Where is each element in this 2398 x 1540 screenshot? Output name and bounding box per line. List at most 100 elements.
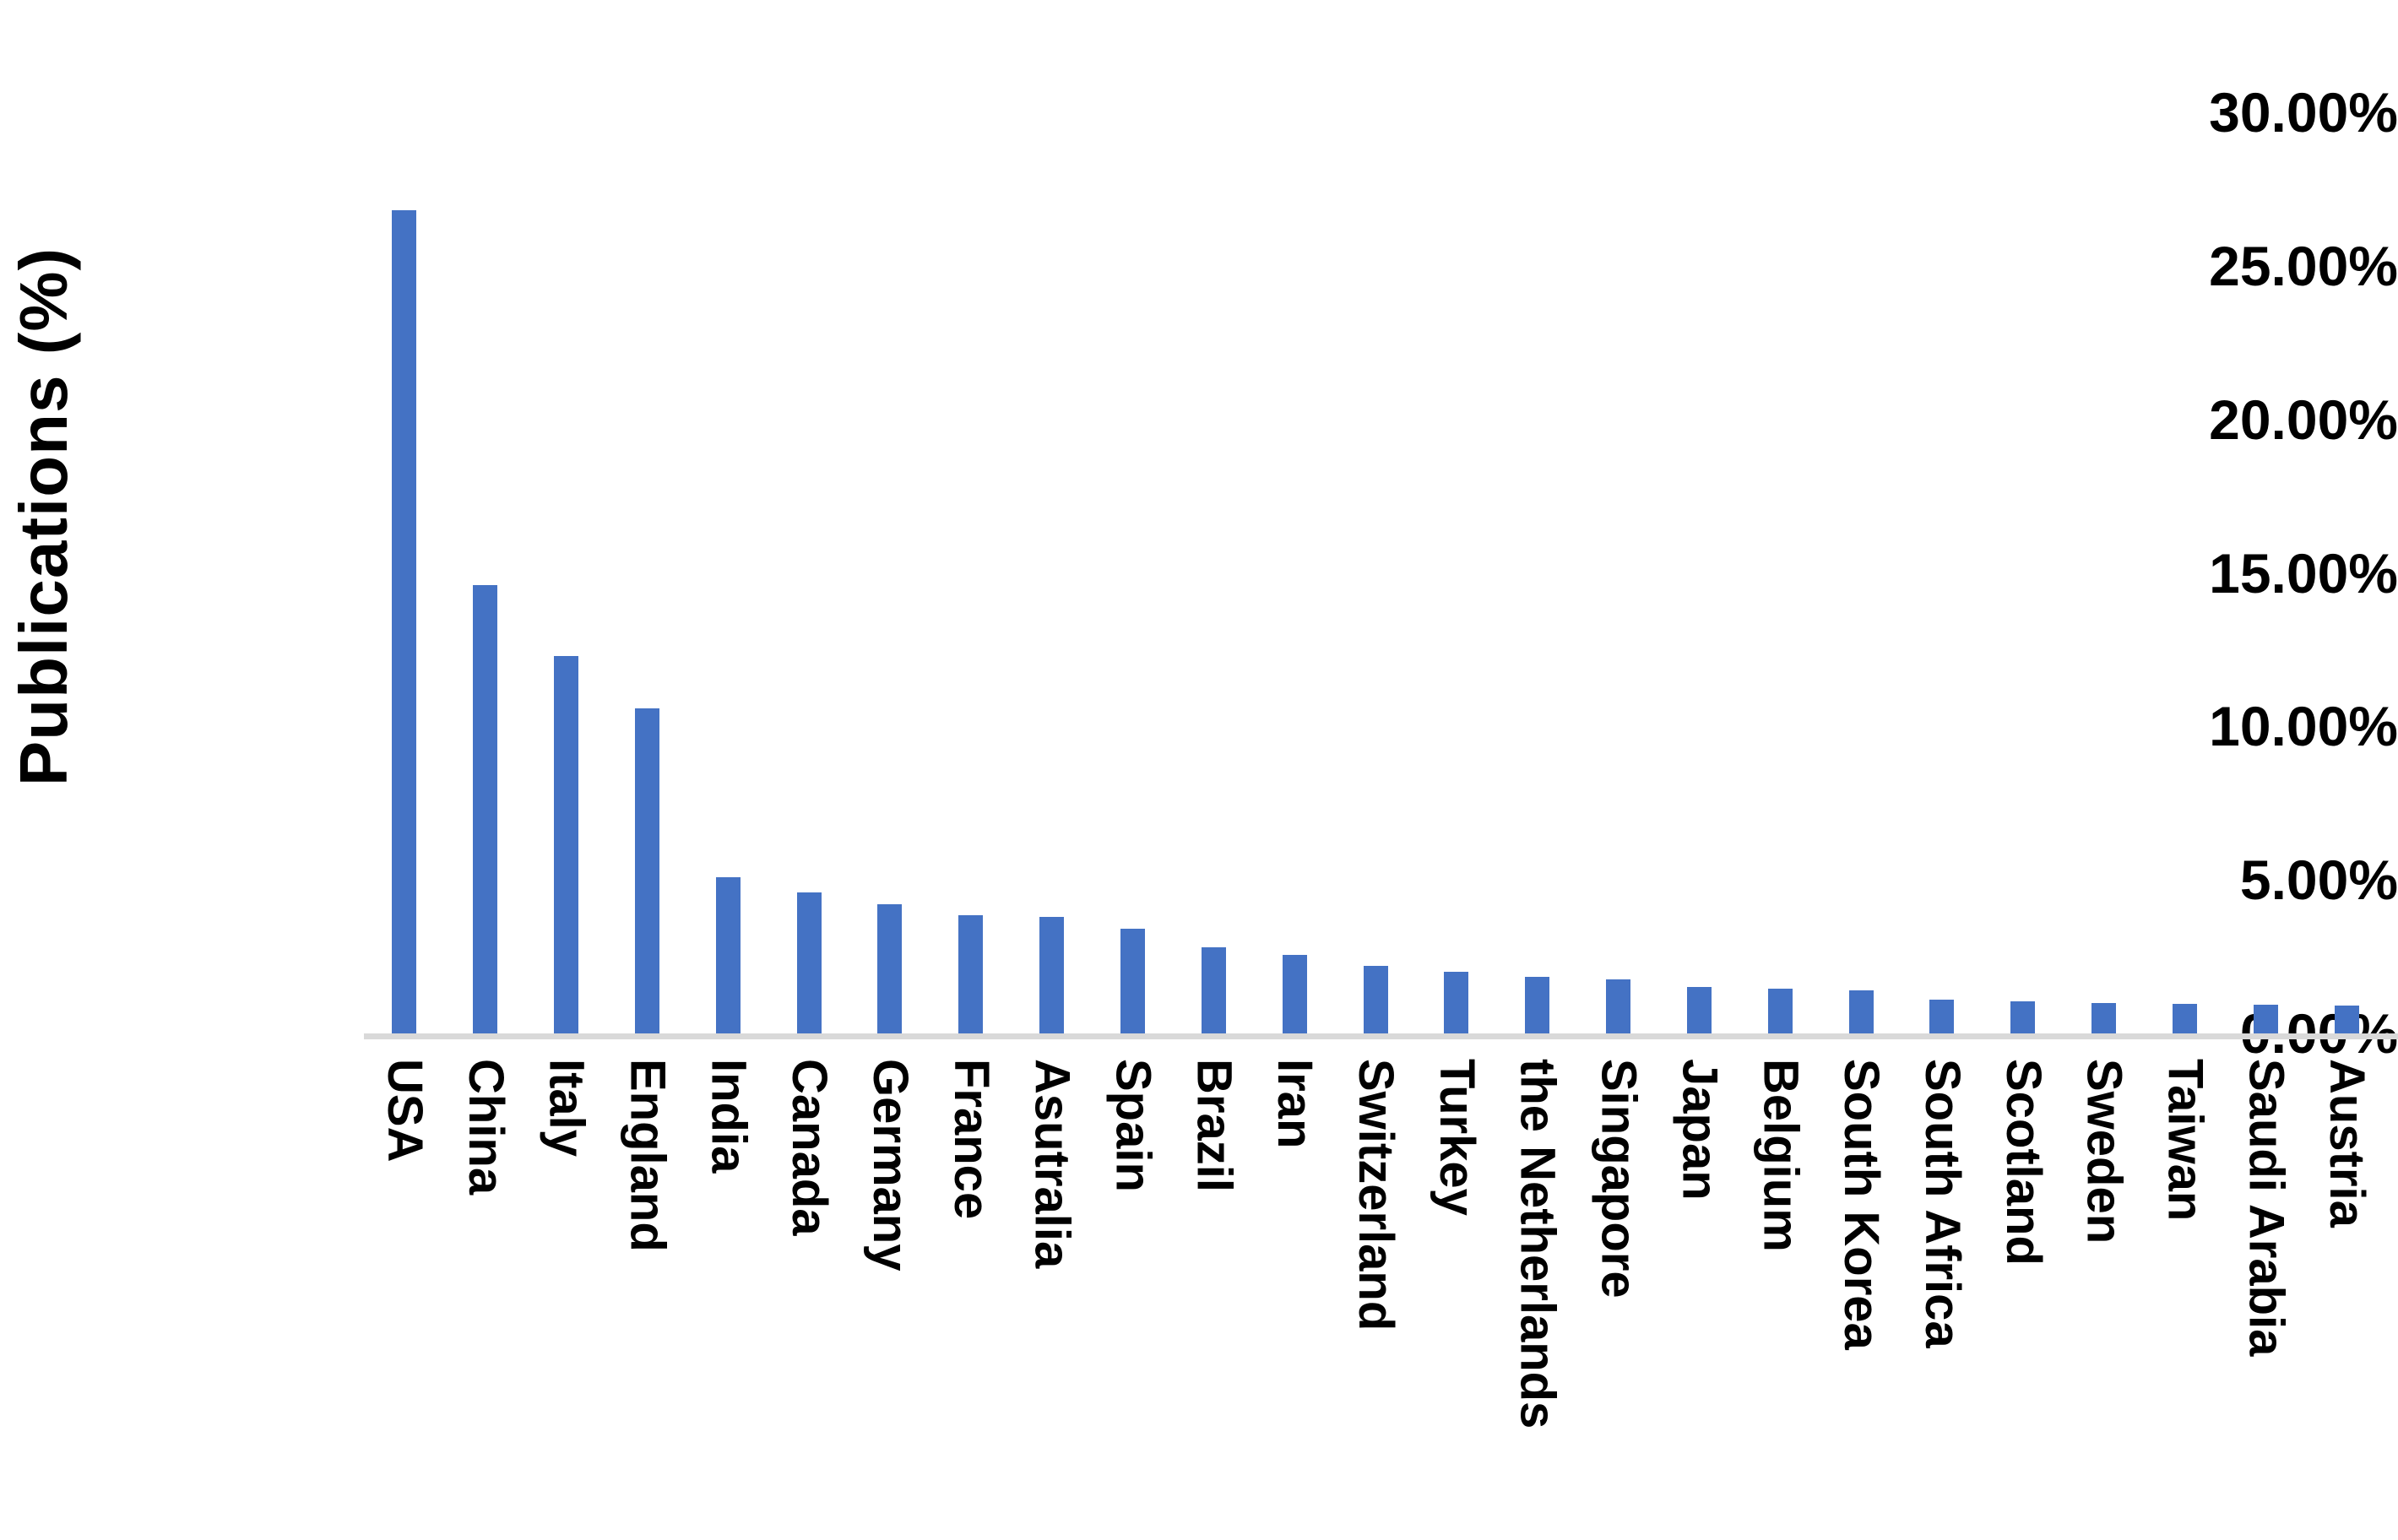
bar: [1201, 947, 1226, 1033]
x-category-label: France: [943, 1059, 999, 1220]
x-label-slot: Japan: [1659, 1047, 1740, 1540]
bar-slot: [1659, 112, 1740, 1033]
bar: [1848, 990, 1874, 1033]
bar: [796, 892, 822, 1033]
bar-slot: [1416, 112, 1497, 1033]
x-label-slot: Italy: [526, 1047, 607, 1540]
bar: [1363, 966, 1388, 1033]
x-axis-line: [364, 1033, 2398, 1039]
bar-slot: [1497, 112, 1578, 1033]
bar: [958, 915, 984, 1033]
x-label-slot: Iran: [1254, 1047, 1335, 1540]
x-label-slot: USA: [364, 1047, 445, 1540]
x-category-label: England: [620, 1059, 675, 1252]
bar-slot: [930, 112, 1012, 1033]
x-label-slot: France: [930, 1047, 1012, 1540]
bar-slot: [2064, 112, 2145, 1033]
bar: [1039, 916, 1065, 1033]
y-tick-label: 15.00%: [2209, 541, 2398, 605]
x-label-slot: Austria: [2306, 1047, 2387, 1540]
x-label-slot: Switzerland: [1335, 1047, 1416, 1540]
bar-slot: [1254, 112, 1335, 1033]
x-category-label: India: [701, 1059, 757, 1174]
bar: [392, 210, 417, 1033]
x-label-slot: England: [607, 1047, 688, 1540]
y-tick-label: 10.00%: [2209, 695, 2398, 758]
bar: [554, 655, 579, 1033]
y-tick-label: 30.00%: [2209, 81, 2398, 144]
x-category-label: USA: [377, 1059, 432, 1163]
bar: [1120, 929, 1146, 1033]
x-category-label: Austria: [2319, 1059, 2375, 1228]
bar-slot: [1983, 112, 2064, 1033]
bar-slot: [2225, 112, 2306, 1033]
bar-slot: [2306, 112, 2387, 1033]
x-label-slot: Sweden: [2064, 1047, 2145, 1540]
bar: [877, 904, 903, 1033]
bar: [2091, 1002, 2117, 1033]
x-category-label: Canada: [782, 1059, 838, 1236]
x-label-slot: Spain: [1093, 1047, 1174, 1540]
x-category-label: Switzerland: [1348, 1059, 1404, 1331]
y-tick-label: 25.00%: [2209, 234, 2398, 297]
bar-slot: [1093, 112, 1174, 1033]
bar-slot: [1902, 112, 1983, 1033]
bar: [2253, 1005, 2278, 1033]
x-label-slot: Germany: [849, 1047, 930, 1540]
bar: [1444, 972, 1469, 1033]
x-category-label: Taiwan: [2157, 1059, 2213, 1222]
x-category-label: South Africa: [1914, 1059, 1970, 1348]
x-category-label: Iran: [1267, 1059, 1323, 1149]
x-category-label: the Netherlands: [1510, 1059, 1565, 1429]
x-category-label: Italy: [539, 1059, 594, 1158]
bar: [1929, 1000, 1955, 1033]
x-label-slot: Canada: [768, 1047, 849, 1540]
x-category-label: China: [458, 1059, 513, 1196]
bar: [2172, 1004, 2197, 1033]
x-category-label: Germany: [862, 1059, 918, 1272]
x-category-label: Scotland: [1995, 1059, 2051, 1266]
bar-slot: [607, 112, 688, 1033]
bar: [634, 708, 659, 1033]
bar-slot: [768, 112, 849, 1033]
bar: [1282, 955, 1307, 1033]
bar: [1686, 987, 1712, 1033]
x-label-slot: Belgium: [1739, 1047, 1820, 1540]
x-category-label: Sweden: [2076, 1059, 2132, 1244]
x-category-label: Saudi Arabia: [2238, 1059, 2294, 1357]
bar-slot: [1578, 112, 1659, 1033]
x-category-label: Asutralia: [1024, 1059, 1080, 1269]
x-category-label: Japan: [1672, 1059, 1728, 1201]
x-category-label: Singapore: [1591, 1059, 1647, 1299]
x-label-slot: the Netherlands: [1497, 1047, 1578, 1540]
bar-slot: [1012, 112, 1093, 1033]
bar-slot: [1335, 112, 1416, 1033]
x-label-slot: Brazil: [1173, 1047, 1254, 1540]
bar-slot: [1173, 112, 1254, 1033]
plot-area: [364, 112, 2387, 1033]
x-category-label: Brazil: [1186, 1059, 1242, 1192]
bar-slot: [2145, 112, 2226, 1033]
y-axis-title-text: Publications (%): [6, 247, 81, 787]
bar: [2010, 1000, 2036, 1033]
x-label-slot: India: [687, 1047, 768, 1540]
x-label-slot: South Africa: [1902, 1047, 1983, 1540]
x-label-slot: Taiwan: [2145, 1047, 2226, 1540]
bar-slot: [526, 112, 607, 1033]
x-category-label: South Korea: [1834, 1059, 1890, 1350]
x-label-slot: China: [445, 1047, 526, 1540]
bar-slot: [687, 112, 768, 1033]
bar: [473, 585, 498, 1033]
bar: [1525, 976, 1550, 1033]
x-category-label: Belgium: [1753, 1059, 1809, 1252]
bar: [1606, 979, 1631, 1033]
x-label-slot: Saudi Arabia: [2225, 1047, 2306, 1540]
bar-slot: [364, 112, 445, 1033]
bar-slot: [1820, 112, 1902, 1033]
y-tick-label: 5.00%: [2239, 849, 2398, 912]
bar-slot: [1739, 112, 1820, 1033]
x-axis-category-labels: USA China Italy England India Canada Germany Fr…: [364, 1047, 2387, 1540]
bar: [1767, 989, 1793, 1033]
bar: [715, 876, 741, 1033]
